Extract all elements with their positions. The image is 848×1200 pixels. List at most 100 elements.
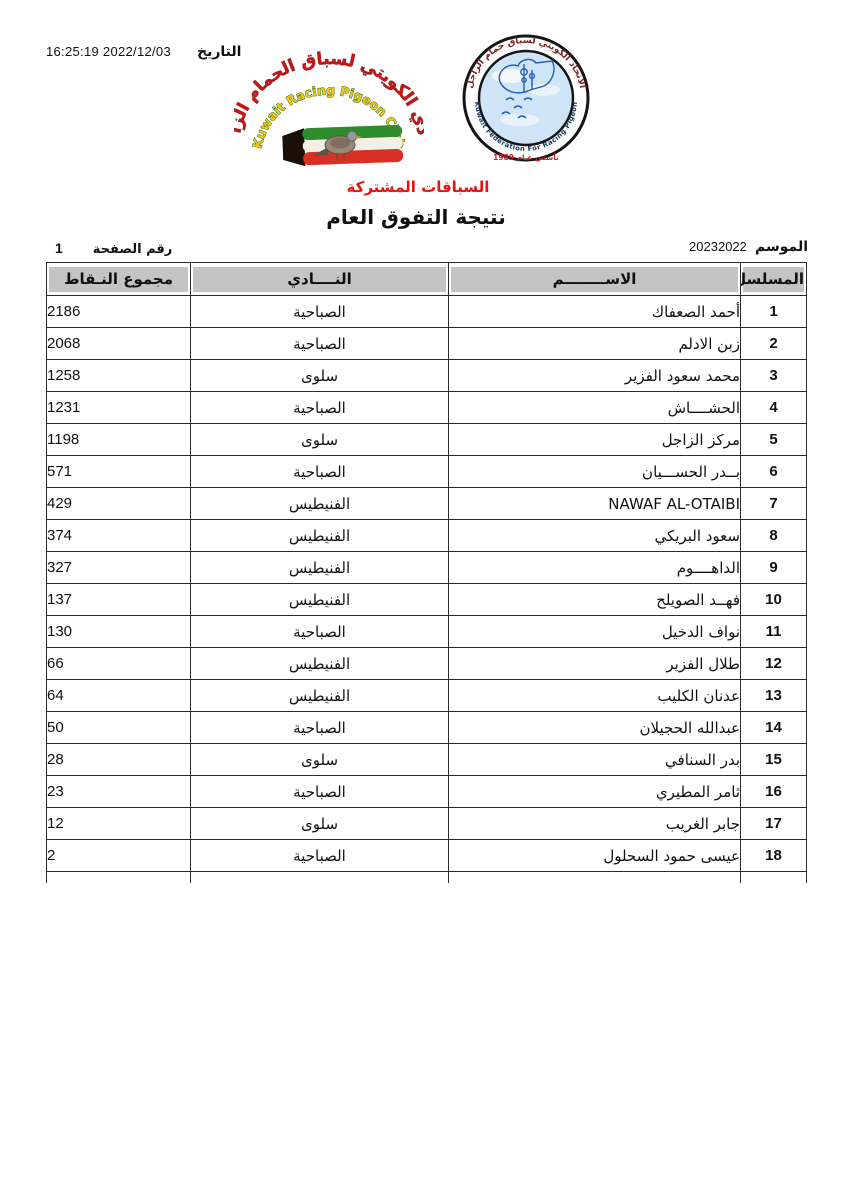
serial-cell: 2 (740, 327, 807, 360)
serial-cell: 6 (740, 455, 807, 488)
table-row: 18 عيسى حمود السحلول الصباحية 2 (46, 839, 807, 872)
points-cell: 137 (46, 583, 191, 616)
points-cell: 2068 (46, 327, 191, 360)
points-cell: 2186 (46, 295, 191, 328)
name-cell: محمد سعود الفزير (448, 359, 741, 392)
club-cell: سلوى (190, 423, 449, 456)
points-cell: 23 (46, 775, 191, 808)
header-serial: المسلسل (740, 262, 807, 296)
table-row: 5 مركز الزاجل سلوى 1198 (46, 423, 807, 456)
serial-cell: 3 (740, 359, 807, 392)
name-cell: عدنان الكليب (448, 679, 741, 712)
club-cell: الفنيطيس (190, 679, 449, 712)
serial-cell: 8 (740, 519, 807, 552)
table-row: 16 ثامر المطيري الصباحية 23 (46, 775, 807, 808)
subtitle: السباقات المشتركة (346, 178, 490, 196)
name-cell: الداهــــوم (448, 551, 741, 584)
date-label: التاريخ (196, 44, 242, 60)
name-cell: NAWAF AL-OTAIBI (448, 487, 741, 520)
club-cell: الصباحية (190, 711, 449, 744)
results-header: المسلسل الاســــــــم النــــادي مجموع ا… (46, 262, 807, 296)
club-cell: الصباحية (190, 391, 449, 424)
table-row: 6 بــدر الحســـيان الصباحية 571 (46, 455, 807, 488)
club-cell: سلوى (190, 807, 449, 840)
results-table: المسلسل الاســــــــم النــــادي مجموع ا… (46, 262, 807, 883)
season-line: الموسم 20232022 (689, 239, 808, 255)
points-cell: 1198 (46, 423, 191, 456)
club-logo-art: النادي الكويتي لسباق الحمام الزاجل Kuwai… (225, 19, 433, 167)
name-cell: زبن الادلم (448, 327, 741, 360)
points-cell: 2 (46, 839, 191, 872)
table-row: 8 سعود البريكي الفنيطيس 374 (46, 519, 807, 552)
points-cell: 12 (46, 807, 191, 840)
table-row: 3 محمد سعود الفزير سلوى 1258 (46, 359, 807, 392)
serial-cell: 5 (740, 423, 807, 456)
name-cell: بــدر الحســـيان (448, 455, 741, 488)
club-cell: سلوى (190, 359, 449, 392)
federation-logo-art: الاتحاد الكويتي لسباق حمام الزاجل Kuwait… (462, 34, 590, 162)
page-number-label: رقم الصفحة (92, 242, 173, 257)
club-cell: الفنيطيس (190, 647, 449, 680)
header-club: النــــادي (190, 262, 449, 296)
club-cell: الفنيطيس (190, 551, 449, 584)
results-tbody: 1 أحمد الصعفاك الصباحية 2186 2 زبن الادل… (46, 295, 807, 872)
table-row: 9 الداهــــوم الفنيطيس 327 (46, 551, 807, 584)
page-number-line: 1 رقم الصفحة (55, 240, 172, 257)
points-cell: 327 (46, 551, 191, 584)
serial-cell: 7 (740, 487, 807, 520)
federation-established-text: تأسس عـام 1989 (493, 152, 559, 162)
name-cell: عيسى حمود السحلول (448, 839, 741, 872)
serial-cell: 15 (740, 743, 807, 776)
table-row: 14 عبدالله الحجيلان الصباحية 50 (46, 711, 807, 744)
table-row: 17 جابر الغريب سلوى 12 (46, 807, 807, 840)
table-row: 7 NAWAF AL-OTAIBI الفنيطيس 429 (46, 487, 807, 520)
header-points: مجموع النـقاط (46, 262, 191, 296)
points-cell: 66 (46, 647, 191, 680)
points-cell: 429 (46, 487, 191, 520)
points-cell: 374 (46, 519, 191, 552)
serial-cell: 9 (740, 551, 807, 584)
club-cell: الصباحية (190, 455, 449, 488)
name-cell: ثامر المطيري (448, 775, 741, 808)
points-cell: 28 (46, 743, 191, 776)
serial-cell: 10 (740, 583, 807, 616)
name-cell: جابر الغريب (448, 807, 741, 840)
table-row: 12 طلال الفزير الفنيطيس 66 (46, 647, 807, 680)
pigeon-icon (312, 130, 362, 159)
name-cell: مركز الزاجل (448, 423, 741, 456)
name-cell: سعود البريكي (448, 519, 741, 552)
name-cell: بدر السنافي (448, 743, 741, 776)
page-title: نتيجة التفوق العام (326, 205, 506, 229)
season-label: الموسم (755, 239, 808, 255)
points-cell: 50 (46, 711, 191, 744)
name-cell: طلال الفزير (448, 647, 741, 680)
date-line: 16:25:19 2022/12/03 التاريخ (46, 44, 241, 60)
kuwait-map-towers-pigeons-icon (498, 58, 555, 119)
table-row: 2 زبن الادلم الصباحية 2068 (46, 327, 807, 360)
name-cell: الحشــــاش (448, 391, 741, 424)
page-number-value: 1 (55, 240, 63, 256)
table-row: 15 بدر السنافي سلوى 28 (46, 743, 807, 776)
club-logo: النادي الكويتي لسباق الحمام الزاجل Kuwai… (225, 19, 433, 182)
points-cell: 1231 (46, 391, 191, 424)
serial-cell: 1 (740, 295, 807, 328)
partial-next-row (46, 871, 807, 883)
serial-cell: 11 (740, 615, 807, 648)
federation-logo: الاتحاد الكويتي لسباق حمام الزاجل Kuwait… (458, 30, 594, 176)
table-row: 10 فهــد الصويلح الفنيطيس 137 (46, 583, 807, 616)
name-cell: فهــد الصويلح (448, 583, 741, 616)
date-value: 16:25:19 2022/12/03 (46, 44, 171, 59)
club-cell: الفنيطيس (190, 487, 449, 520)
serial-cell: 18 (740, 839, 807, 872)
club-cell: سلوى (190, 743, 449, 776)
club-cell: الصباحية (190, 295, 449, 328)
serial-cell: 12 (740, 647, 807, 680)
table-row: 1 أحمد الصعفاك الصباحية 2186 (46, 295, 807, 328)
season-value: 20232022 (689, 239, 747, 254)
serial-cell: 16 (740, 775, 807, 808)
name-cell: أحمد الصعفاك (448, 295, 741, 328)
points-cell: 1258 (46, 359, 191, 392)
club-cell: الفنيطيس (190, 519, 449, 552)
header-name: الاســــــــم (448, 262, 741, 296)
